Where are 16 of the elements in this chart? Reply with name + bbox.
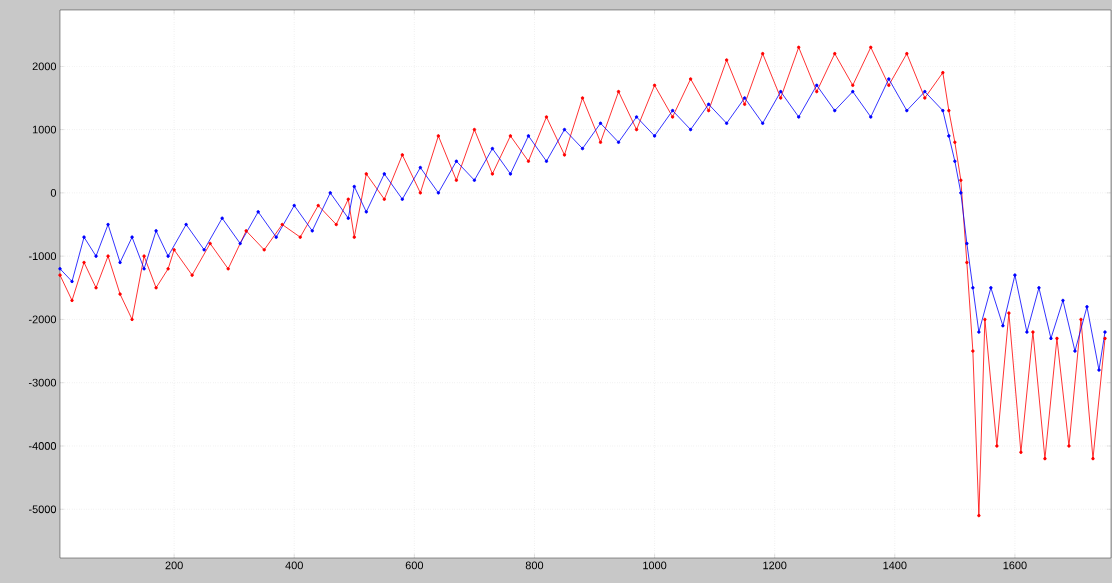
x-tick-label: 1600 — [1003, 561, 1027, 570]
x-tick-label: 200 — [165, 561, 183, 570]
x-tick-label: 1000 — [643, 561, 667, 570]
y-tick-label: -1000 — [28, 252, 57, 261]
y-tick-label: 1000 — [32, 125, 57, 134]
x-tick-label: 1400 — [883, 561, 907, 570]
x-tick-label: 800 — [525, 561, 544, 570]
y-tick-label: -3000 — [28, 378, 57, 387]
y-tick-label: 2000 — [32, 62, 57, 71]
x-tick-label: 400 — [285, 561, 303, 570]
y-tick-label: 0 — [50, 189, 57, 197]
x-tick-label: 1200 — [763, 561, 787, 570]
x-tick-label: 600 — [405, 561, 424, 570]
y-tick-label: -4000 — [28, 442, 57, 450]
y-tick-label: -5000 — [28, 505, 57, 514]
y-tick-label: -2000 — [28, 315, 57, 324]
